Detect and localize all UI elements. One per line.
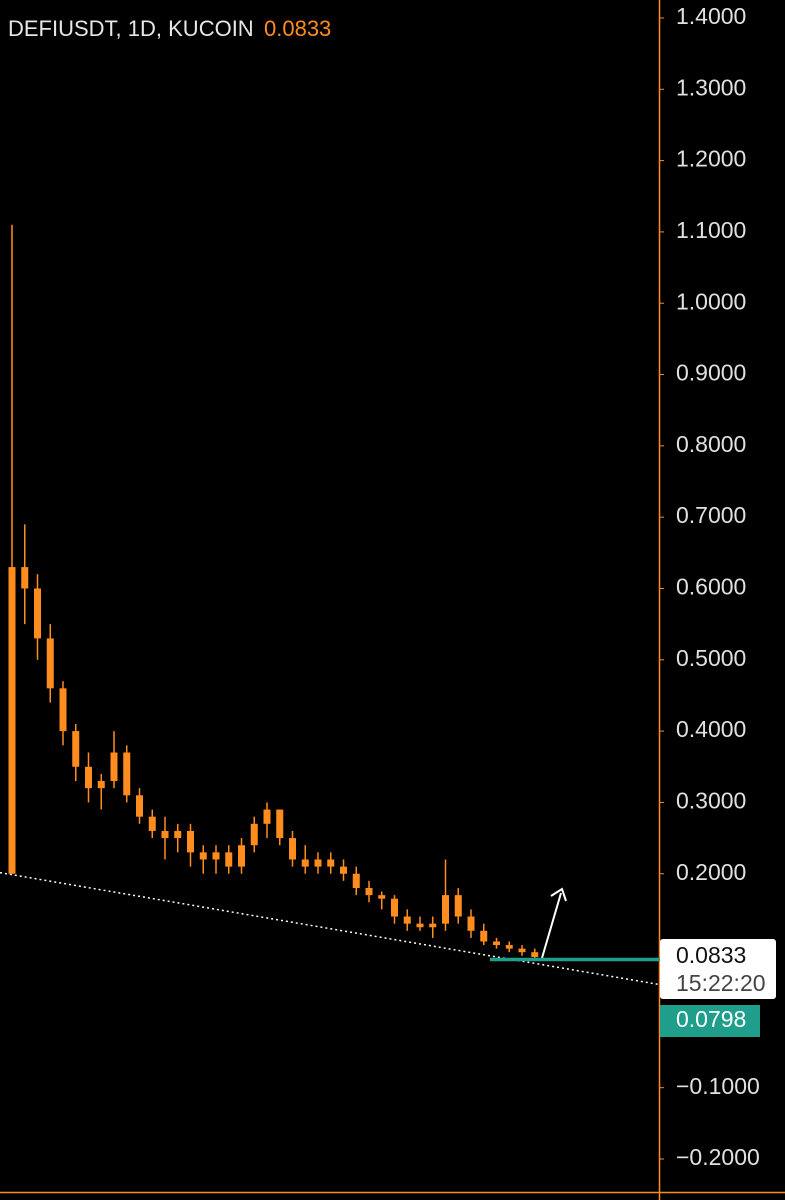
y-tick-label: −0.1000 [676,1073,760,1099]
y-tick-label: 0.5000 [676,645,746,671]
candle-body [212,852,220,860]
candle-body [238,845,245,867]
candle-body [480,930,488,942]
level-label-box [660,1005,760,1037]
title-price: 0.0833 [264,16,331,41]
price-label-box [660,938,776,999]
y-tick-label: 0.2000 [676,859,746,885]
chart-title: DEFIUSDT, 1D, KUCOIN [8,16,254,41]
y-tick-label: 0.4000 [676,716,746,742]
candle-body [493,941,500,946]
candle-body [148,816,156,831]
candle-body [187,830,194,853]
y-tick-label: 0.9000 [676,360,746,386]
plot-area [0,224,661,986]
trendline [0,871,661,986]
y-tick-label: 1.2000 [676,146,746,172]
candle-body [429,923,437,928]
y-tick-label: 1.1000 [676,217,746,243]
candle-body [199,852,207,860]
candle-body [416,923,424,928]
y-tick-label: 0.3000 [676,788,746,814]
candle-body [365,888,373,896]
candle-body [352,873,360,889]
candle-body [531,952,539,957]
candle-body [174,830,182,839]
candle-body [340,866,347,874]
arrow-annotation [541,887,567,959]
candle-body [8,567,16,874]
candle-body [403,916,411,924]
candle-body [21,567,29,589]
candle-body [110,752,118,782]
y-tick-label: 1.3000 [676,74,746,100]
candle-body [518,948,526,953]
y-tick-label: −0.2000 [676,1144,760,1170]
candle-body [391,898,398,917]
candle-body [250,823,258,846]
candle-body [97,781,105,789]
price-label: 0.0833 [676,942,746,968]
candle-body [263,809,271,824]
candle-body [123,752,131,796]
candle-body [378,895,386,899]
candle-body [225,852,233,867]
candle-body [442,895,449,924]
y-tick-label: 0.8000 [676,431,746,457]
candle-body [505,945,513,949]
y-tick-label: 0.6000 [676,574,746,600]
candle-body [161,830,169,839]
candle-body [34,588,41,639]
candle-body [301,859,309,867]
candle-body [85,766,92,789]
candle-body [46,638,54,689]
y-tick-label: 0.7000 [676,502,746,528]
candle-body [276,809,284,839]
candle-body [454,895,462,917]
level-label: 0.0798 [676,1006,746,1032]
countdown-label: 15:22:20 [676,970,766,996]
y-tick-label: 1.0000 [676,288,746,314]
candle-body [467,916,475,931]
candle-body [59,688,67,732]
candle-body [72,731,80,767]
candle-body [314,859,322,867]
y-tick-label: 1.4000 [676,3,746,29]
candle-body [136,795,143,817]
candle-body [327,859,335,867]
candle-body [289,838,296,860]
